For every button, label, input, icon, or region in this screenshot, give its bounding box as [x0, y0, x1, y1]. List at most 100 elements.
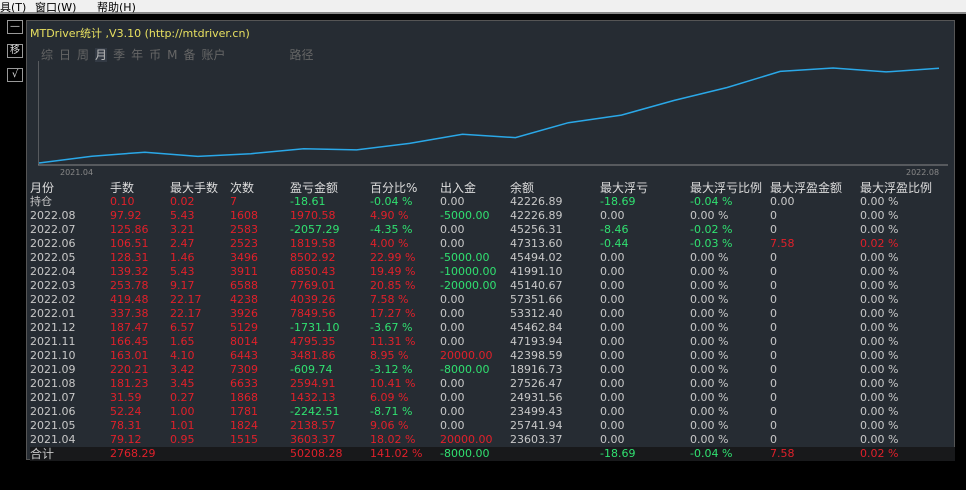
cell: 106.51 [110, 237, 149, 250]
tab-3[interactable]: 月 [95, 48, 108, 62]
cell: 2021.09 [30, 363, 76, 376]
cell: 45494.02 [510, 251, 563, 264]
menu-help[interactable]: 帮助(H) [97, 1, 136, 14]
table-row: 2021.12 187.47 6.57 5129 -1731.10 -3.67 % 0.00… [30, 321, 955, 335]
cell: 1.00 [170, 405, 195, 418]
cell: 7309 [230, 363, 258, 376]
cell: 7.58 % [370, 293, 409, 306]
table-row: 2022.02 419.48 22.17 4238 4039.26 7.58 % 0.00 5… [30, 293, 955, 307]
cell: 0.00 % [860, 391, 899, 404]
minimize-button[interactable]: — [7, 20, 23, 34]
cell: -18.69 [600, 195, 636, 208]
cell: 0 [770, 251, 777, 264]
cell: 220.21 [110, 363, 149, 376]
cell: 23603.37 [510, 433, 563, 446]
cell: 2022.08 [30, 209, 76, 222]
cell: 6443 [230, 349, 258, 362]
check-button[interactable]: √ [7, 68, 23, 82]
cell: 20000.00 [440, 349, 493, 362]
tab-2[interactable]: 周 [77, 48, 90, 62]
cell: 0.00 [440, 335, 465, 348]
cell: 2021.11 [30, 335, 76, 348]
cell: 0.27 [170, 391, 195, 404]
cell: 6.09 % [370, 391, 409, 404]
cell: -18.69 [600, 447, 690, 461]
cell: 0.00 % [860, 265, 899, 278]
menu-tools[interactable]: 具(T) [0, 1, 27, 14]
tab-1[interactable]: 日 [59, 48, 72, 62]
table-row: 2021.04 79.12 0.95 1515 3603.37 18.02 % 20000.… [30, 433, 955, 447]
menu-bar: 具(T) 窗口(W) 帮助(H) [0, 0, 966, 14]
cell [510, 447, 600, 461]
cell: 1970.58 [290, 209, 336, 222]
tab-4[interactable]: 季 [113, 48, 126, 62]
cell: 8502.92 [290, 251, 336, 264]
cell: 0.00 [440, 293, 465, 306]
cell: 1432.13 [290, 391, 336, 404]
cell: 0.00 [440, 377, 465, 390]
menu-window[interactable]: 窗口(W) [35, 1, 77, 14]
cell: 1824 [230, 419, 258, 432]
cell: 3.45 [170, 377, 195, 390]
cell: 41991.10 [510, 265, 563, 278]
stats-window: MTDriver统计 ,V3.10 (http://mtdriver.cn) 综… [26, 20, 955, 461]
monthly-stats-table: 月份 手数 最大手数 次数 盈亏金额 百分比% 出入金 余额 最大浮亏 最大浮亏比例 最大浮盈金额 最… [30, 181, 955, 461]
cell: 3496 [230, 251, 258, 264]
tab-8[interactable]: 备 [183, 48, 196, 62]
cell: 45462.84 [510, 321, 563, 334]
cell: 0.00 % [860, 195, 899, 208]
cell: 0.00 % [860, 377, 899, 390]
cell: 0.00 [440, 391, 465, 404]
table-row: 2021.05 78.31 1.01 1824 2138.57 9.06 % 0.00 257… [30, 419, 955, 433]
tab-5[interactable]: 年 [131, 48, 144, 62]
cell: 2021.12 [30, 321, 76, 334]
cell: 0.00 % [690, 279, 729, 292]
cell: 7.58 [770, 237, 795, 250]
cell: 0.00 [600, 265, 625, 278]
cell: 0.00 [440, 321, 465, 334]
cell: 0.02 % [860, 447, 955, 461]
cell: 0.00 [600, 335, 625, 348]
cell: 18.02 % [370, 433, 416, 446]
cell: 20.85 % [370, 279, 416, 292]
table-row: 2022.04 139.32 5.43 3911 6850.43 19.49 % -1000… [30, 265, 955, 279]
cell: 0.00 % [690, 391, 729, 404]
cell: 0.00 % [690, 307, 729, 320]
cell: 0.00 [440, 195, 465, 208]
cell: 2022.01 [30, 307, 76, 320]
move-button[interactable]: 移 [7, 44, 23, 58]
cell: 7769.01 [290, 279, 336, 292]
cell: 45256.31 [510, 223, 563, 236]
cell: 0.00 % [860, 209, 899, 222]
cell: 0.00 [440, 405, 465, 418]
cell: 4.90 % [370, 209, 409, 222]
cell: 0.00 % [690, 209, 729, 222]
cell: 0 [770, 293, 777, 306]
table-row: 2021.10 163.01 4.10 6443 3481.86 8.95 % 20000.… [30, 349, 955, 363]
tab-0[interactable]: 综 [41, 48, 54, 62]
cell: 0.00 [600, 321, 625, 334]
cell: 0.02 [170, 195, 195, 208]
cell: 0.00 % [860, 279, 899, 292]
cell: -2242.51 [290, 405, 340, 418]
cell: 45140.67 [510, 279, 563, 292]
table-row: 2022.01 337.38 22.17 3926 7849.56 17.27 % 0.00… [30, 307, 955, 321]
table-row: 2022.07 125.86 3.21 2583 -2057.29 -4.35 % 0.00… [30, 223, 955, 237]
cell: 3911 [230, 265, 258, 278]
tab-9[interactable]: 账户 [201, 48, 226, 62]
table-row: 2022.06 106.51 2.47 2523 1819.58 4.00 % 0.00 47… [30, 237, 955, 251]
x-end-label: 2022.08 [906, 168, 939, 177]
cell: 50208.28 [290, 447, 370, 461]
cell: 0.00 % [690, 265, 729, 278]
tab-10[interactable]: 路径 [289, 48, 314, 62]
cell: -0.04 % [370, 195, 413, 208]
cell: 8.95 % [370, 349, 409, 362]
cell: 1819.58 [290, 237, 336, 250]
cell: 0 [770, 307, 777, 320]
tab-6[interactable]: 币 [149, 48, 162, 62]
cell: 2021.08 [30, 377, 76, 390]
table-row: 2021.08 181.23 3.45 6633 2594.91 10.41 % 0.00 2… [30, 377, 955, 391]
tab-7[interactable]: M [167, 48, 178, 62]
cell: 0 [770, 279, 777, 292]
cell: 253.78 [110, 279, 149, 292]
